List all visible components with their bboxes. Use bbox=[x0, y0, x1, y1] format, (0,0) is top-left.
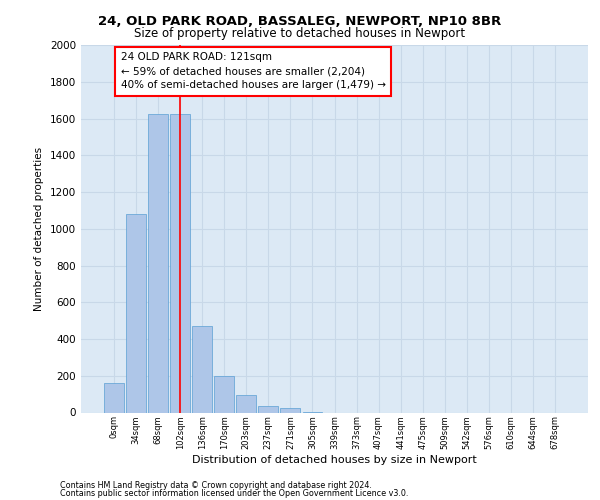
Text: Contains public sector information licensed under the Open Government Licence v3: Contains public sector information licen… bbox=[60, 488, 409, 498]
Bar bbox=[192, 326, 212, 412]
Bar bbox=[236, 395, 256, 412]
Text: Contains HM Land Registry data © Crown copyright and database right 2024.: Contains HM Land Registry data © Crown c… bbox=[60, 481, 372, 490]
Bar bbox=[280, 408, 301, 412]
Bar bbox=[148, 114, 168, 412]
X-axis label: Distribution of detached houses by size in Newport: Distribution of detached houses by size … bbox=[192, 455, 477, 465]
Y-axis label: Number of detached properties: Number of detached properties bbox=[34, 146, 44, 311]
Bar bbox=[170, 114, 190, 412]
Bar bbox=[214, 376, 234, 412]
Bar bbox=[104, 383, 124, 412]
Text: Size of property relative to detached houses in Newport: Size of property relative to detached ho… bbox=[134, 28, 466, 40]
Text: 24, OLD PARK ROAD, BASSALEG, NEWPORT, NP10 8BR: 24, OLD PARK ROAD, BASSALEG, NEWPORT, NP… bbox=[98, 15, 502, 28]
Bar bbox=[259, 406, 278, 412]
Bar bbox=[126, 214, 146, 412]
Text: 24 OLD PARK ROAD: 121sqm
← 59% of detached houses are smaller (2,204)
40% of sem: 24 OLD PARK ROAD: 121sqm ← 59% of detach… bbox=[121, 52, 386, 90]
